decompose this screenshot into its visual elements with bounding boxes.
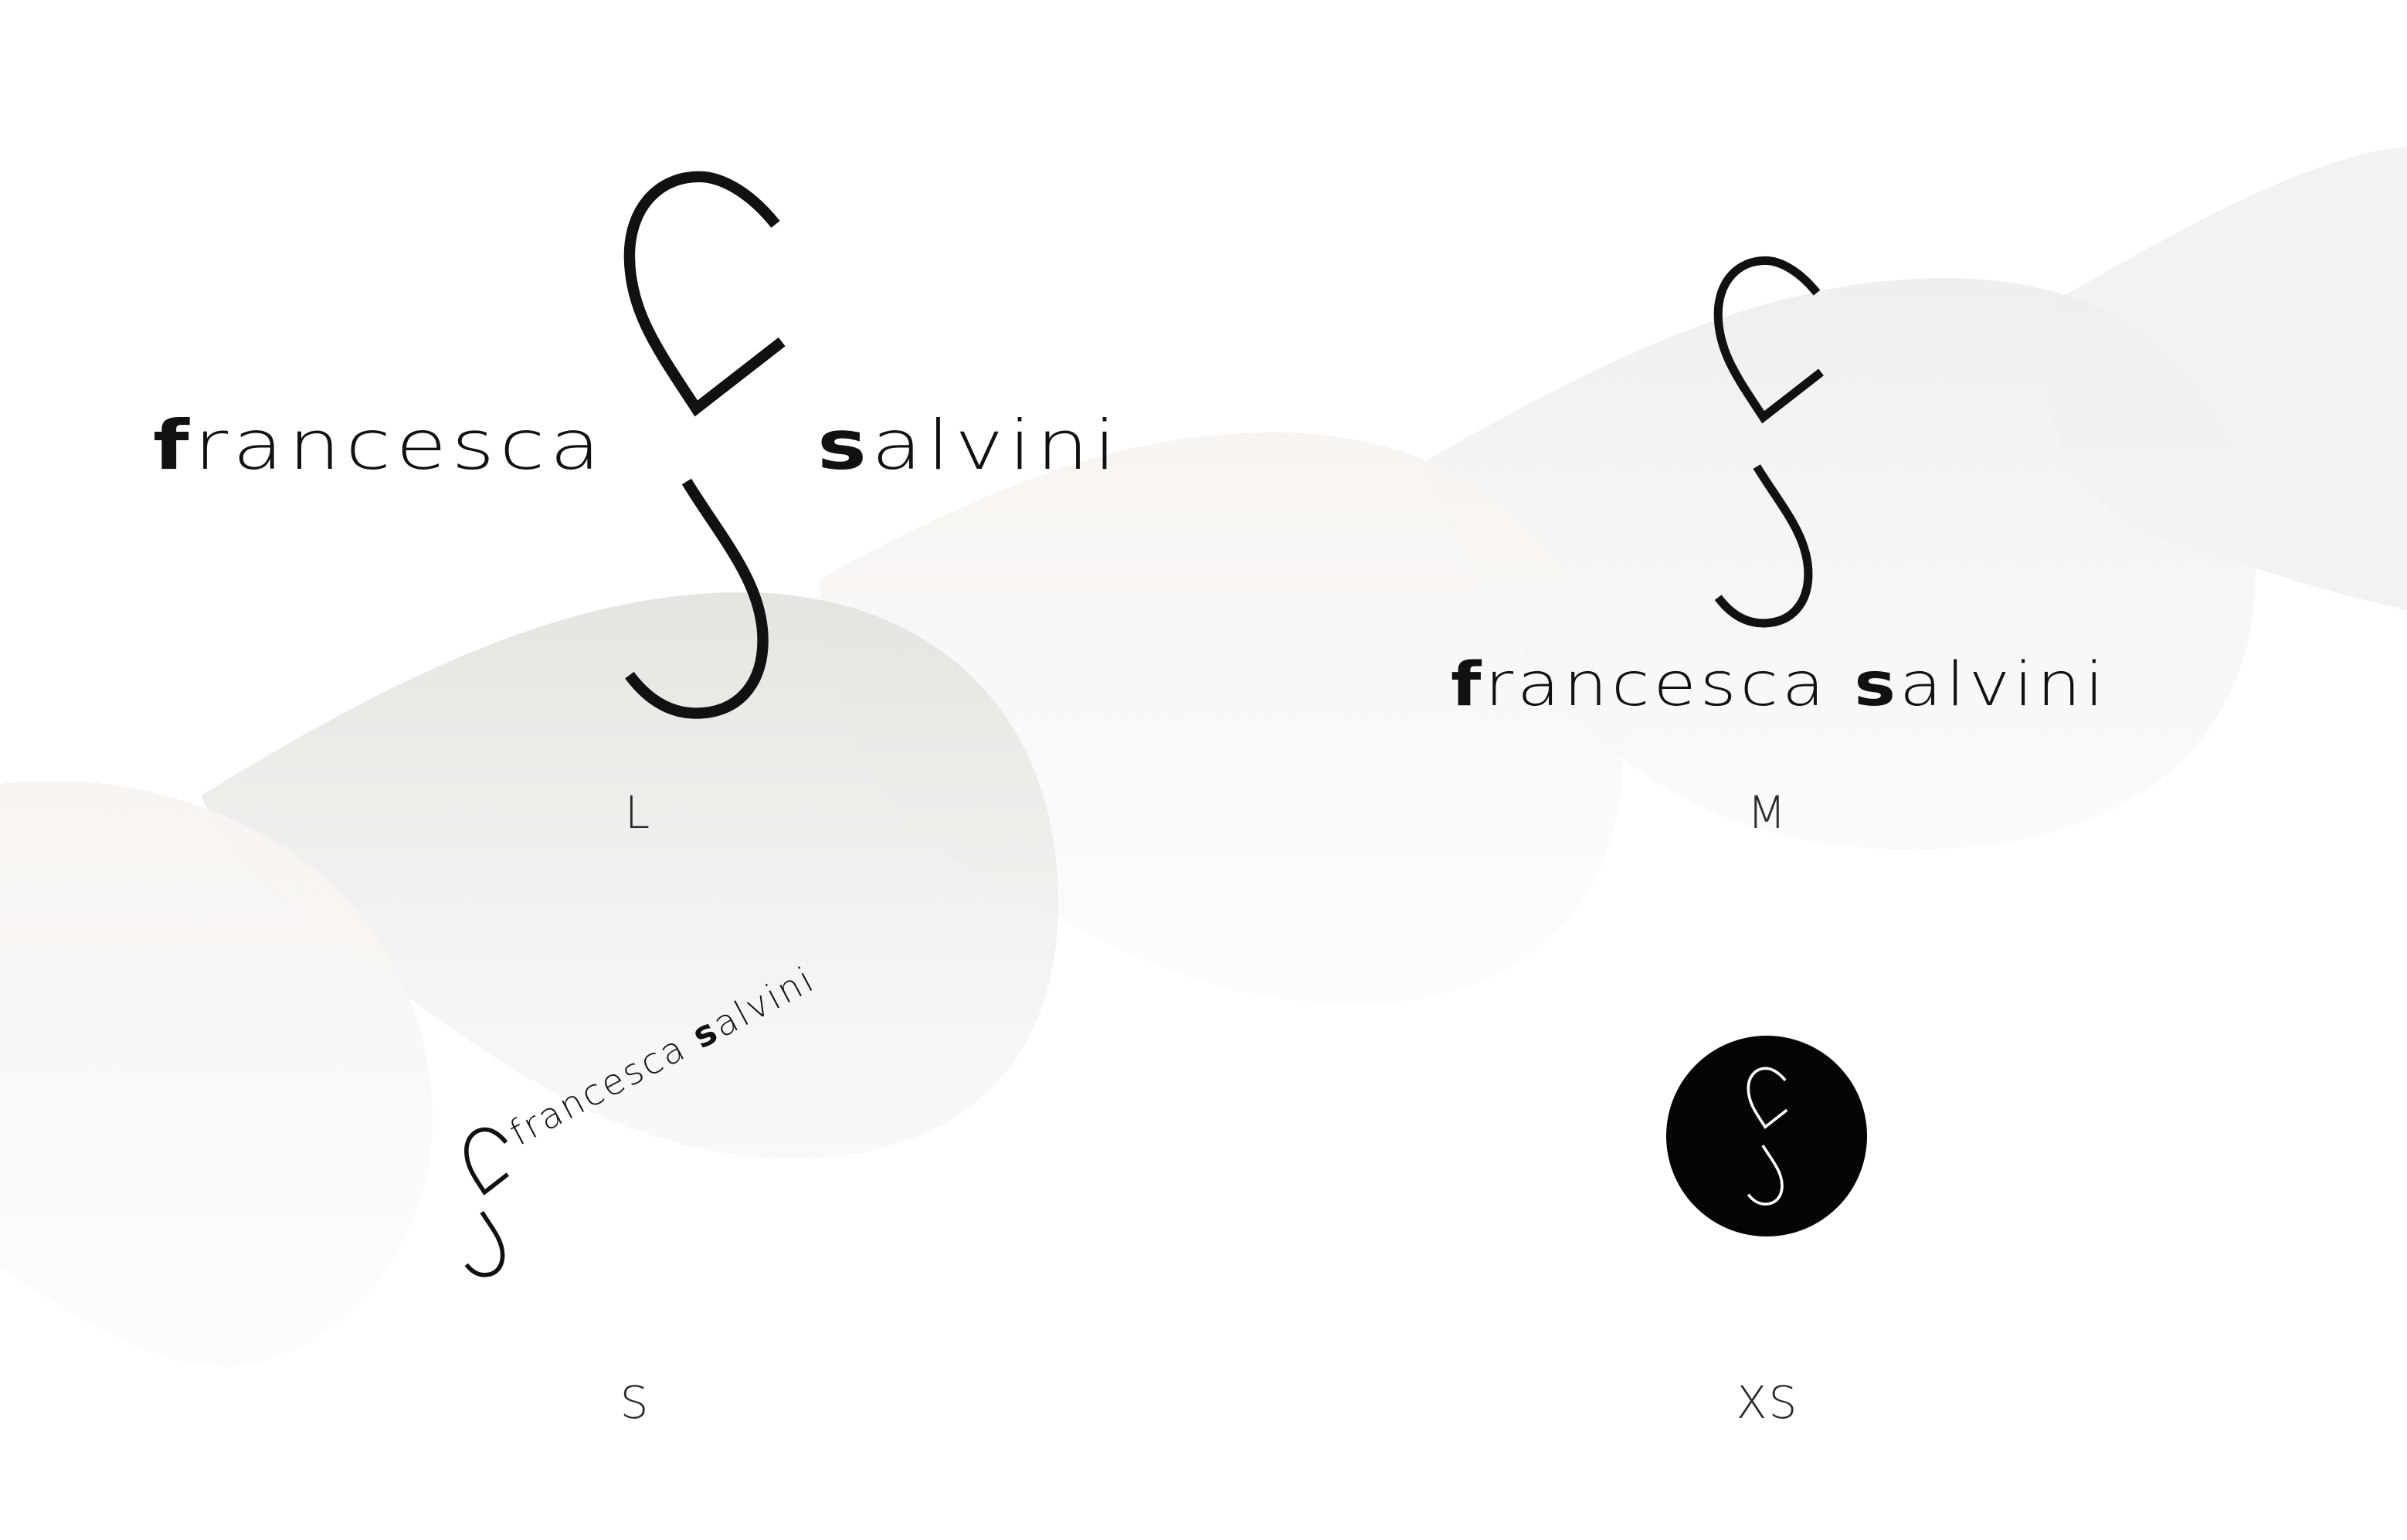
medium-name: francesca salvini bbox=[1451, 650, 2108, 720]
blob-right bbox=[1421, 278, 2256, 850]
small-name: francesca salvini bbox=[502, 958, 822, 1154]
size-label-small: S bbox=[620, 1376, 650, 1429]
fs-monogram-icon bbox=[464, 1127, 509, 1277]
size-label-medium: M bbox=[1747, 786, 1788, 839]
circle-badge-icon bbox=[1666, 1036, 1867, 1236]
large-name-last: salvini bbox=[817, 405, 1122, 485]
size-label-extra-small: XS bbox=[1736, 1376, 1799, 1429]
fs-monogram-icon bbox=[623, 171, 786, 719]
large-name-first: francesca bbox=[153, 405, 606, 485]
fs-monogram-icon bbox=[1713, 256, 1824, 628]
blob-left-large bbox=[201, 592, 1058, 1159]
size-label-large: L bbox=[624, 786, 652, 839]
blob-left-small bbox=[0, 780, 433, 1367]
